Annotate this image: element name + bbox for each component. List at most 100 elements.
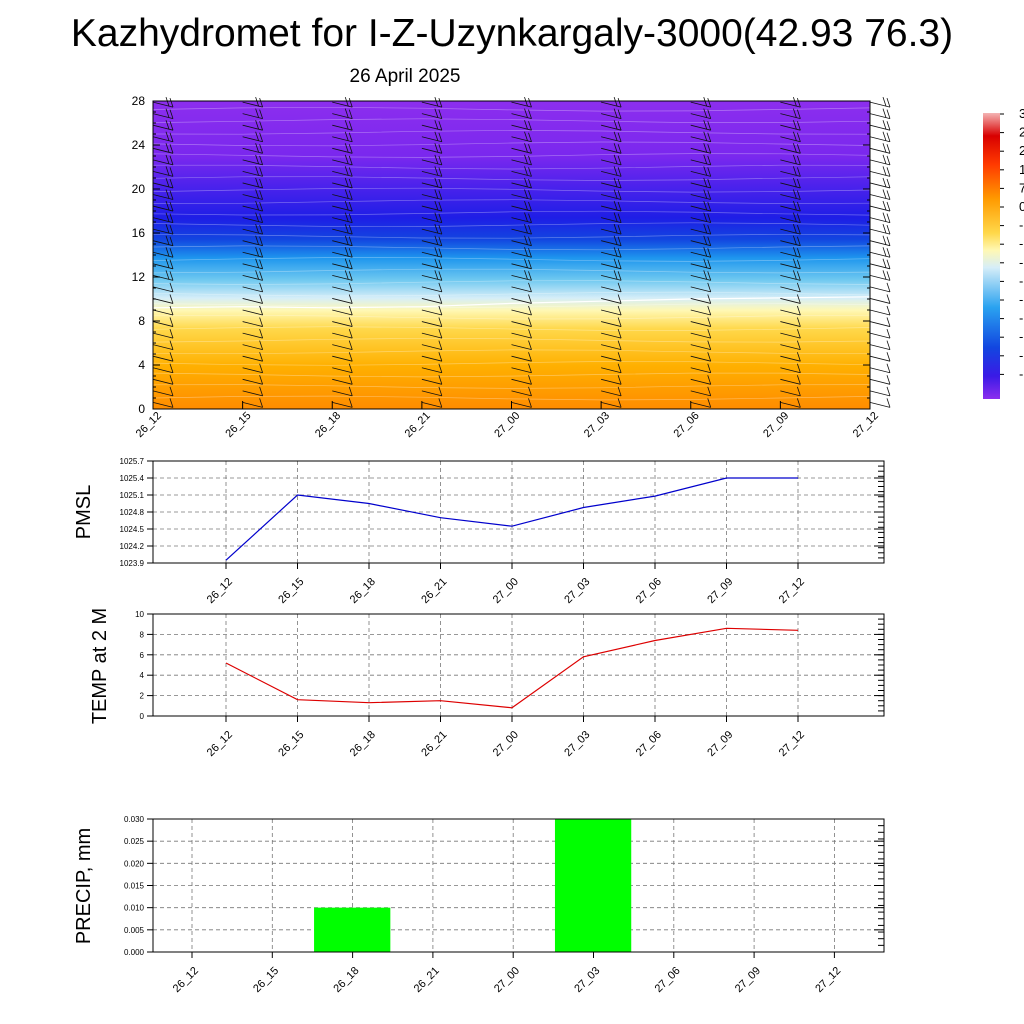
wind-barb (780, 154, 801, 166)
wind-barb (780, 108, 801, 120)
barb-shaft (601, 194, 622, 200)
barb-feather (617, 248, 622, 258)
barb-feather (707, 109, 712, 119)
isoline (152, 222, 871, 227)
barb-feather (886, 340, 891, 350)
barb-feather (613, 247, 618, 257)
barb-feather (707, 167, 712, 177)
wind-barb (511, 108, 532, 120)
barb-shaft (690, 367, 711, 374)
wind-barb (511, 305, 532, 316)
barb-feather (703, 96, 708, 107)
barb-feather (792, 247, 797, 257)
barb-shaft (421, 274, 442, 281)
wind-barb (690, 200, 712, 212)
barb-shaft (421, 205, 442, 212)
barb-feather (882, 189, 887, 199)
wind-barb (690, 375, 712, 385)
barb-feather (169, 144, 174, 154)
barb-feather (524, 270, 528, 280)
wind-barb (869, 143, 891, 154)
barb-shaft (332, 286, 353, 293)
barb-feather (259, 236, 264, 246)
wind-barb (152, 166, 174, 177)
barb-feather (438, 363, 443, 373)
barb-feather (169, 271, 174, 281)
barb-shaft (780, 344, 801, 351)
barb-shaft (690, 228, 711, 235)
barb-shaft (690, 159, 711, 166)
wind-barb (690, 328, 712, 339)
wind-barb (152, 363, 174, 374)
barb-feather (796, 97, 801, 108)
barb-shaft (152, 171, 174, 177)
barb-feather (613, 120, 618, 130)
barb-feather (438, 340, 443, 350)
wind-barb (332, 224, 353, 235)
barb-shaft (690, 263, 711, 270)
temp-y-tick-label: 0 (140, 712, 145, 721)
barb-feather (707, 317, 712, 327)
wind-barb (690, 386, 712, 397)
barb-shaft (242, 124, 263, 131)
barb-shaft (869, 136, 891, 143)
barb-feather (434, 200, 439, 211)
isoline (152, 349, 871, 355)
barb-shaft (690, 332, 711, 339)
barb-shaft (421, 136, 442, 143)
isoline (152, 395, 871, 401)
barb-feather (882, 131, 887, 141)
wind-barb (511, 294, 532, 304)
barb-shaft (242, 402, 263, 408)
barb-feather (255, 166, 260, 176)
wind-barb (869, 386, 891, 397)
barb-feather (792, 224, 797, 234)
barb-feather (348, 144, 353, 154)
barb-feather (707, 282, 712, 293)
barb-feather (613, 258, 618, 268)
barb-shaft (511, 124, 532, 131)
pmsl-panel: PMSL 1023.9 1024.2 1024.5 1024.8 1025.1 1025.… (73, 457, 885, 606)
barb-feather (259, 144, 264, 154)
barb-shaft (780, 286, 801, 293)
colorbar-label: 0 (1019, 199, 1024, 214)
barb-feather (886, 213, 891, 223)
barb-shaft (601, 321, 622, 327)
barb-shaft (780, 402, 801, 408)
barb-feather (882, 143, 887, 153)
barb-feather (169, 97, 174, 108)
barb-feather (528, 201, 532, 212)
temp-x-tick-label: 27_06 (634, 729, 664, 759)
barb-feather (259, 294, 264, 304)
wind-barb (242, 212, 264, 223)
barb-feather (438, 155, 443, 165)
barb-feather (796, 259, 801, 269)
barb-shaft (511, 344, 532, 351)
precip-y-tick-label: 0.000 (124, 948, 145, 957)
wind-barb (869, 258, 891, 270)
wind-barb (601, 305, 622, 316)
precip-x-tick-label: 27_06 (653, 965, 683, 995)
barb-feather (703, 212, 708, 222)
barb-feather (617, 236, 622, 246)
wind-barb (869, 305, 891, 316)
barb-feather (259, 375, 264, 385)
barb-feather (796, 340, 801, 350)
wind-barb (511, 363, 532, 374)
barb-feather (259, 225, 264, 235)
barb-feather (707, 398, 712, 408)
wind-barb (780, 177, 801, 189)
barb-feather (617, 363, 622, 373)
barb-shaft (601, 136, 622, 143)
barb-feather (259, 121, 264, 131)
barb-shaft (601, 124, 622, 131)
precip-y-tick-label: 0.005 (124, 926, 145, 935)
barb-feather (886, 363, 891, 373)
barb-feather (707, 201, 712, 212)
temp-x-axis: 26_12 26_15 26_18 26_21 27_00 27_03 27_06 27_09… (205, 716, 807, 759)
temp-x-tick-label: 27_00 (491, 729, 521, 759)
wind-barb (421, 131, 443, 143)
barb-feather (796, 294, 801, 304)
barb-feather (528, 167, 532, 177)
wind-barb (869, 189, 891, 200)
